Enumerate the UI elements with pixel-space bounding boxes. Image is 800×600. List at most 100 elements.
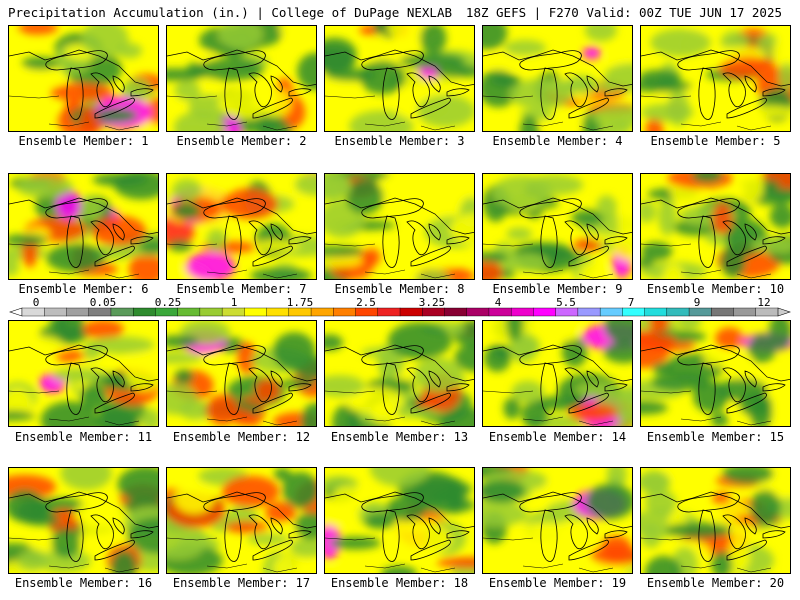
scale-swatch [66,307,90,317]
lake-outline [90,72,125,108]
state-line [578,567,614,573]
lake-outline [406,220,441,256]
ensemble-member-label: Ensemble Member: 13 [330,430,469,444]
scale-swatch [466,307,490,317]
scale-tick-label: 4 [494,296,502,309]
precip-blob [439,408,474,426]
ensemble-panel [166,173,317,280]
lake-outline [540,509,558,562]
precip-blob [46,244,105,273]
state-line [522,416,564,422]
precip-blob [562,321,579,342]
state-line [9,537,60,541]
precip-blob [490,74,521,87]
border-line [167,344,316,382]
lake-outline [130,383,154,392]
precip-blob [325,334,343,351]
state-line [680,416,722,422]
state-line [48,416,90,422]
lake-outline [382,67,400,120]
scale-swatch [21,307,45,317]
ensemble-member-label: Ensemble Member: 17 [172,576,311,590]
lake-outline [762,88,786,97]
lake-outline [248,72,283,108]
scale-swatch [688,307,712,317]
precip-blob [16,26,58,35]
precip-blob [573,238,603,252]
precip-blob [584,26,618,42]
precip-blob [454,344,474,372]
lake-outline [248,367,283,403]
precip-blob [641,200,656,223]
precip-blob [254,240,301,252]
precip-blob [349,110,414,131]
ensemble-member-label: Ensemble Member: 6 [18,282,149,296]
lake-outline [224,215,242,268]
precip-map [167,26,316,131]
lake-outline [406,514,441,550]
precip-blob [712,203,733,235]
state-line [736,420,772,426]
scale-tick-label: 0 [32,296,40,309]
lake-outline [203,345,266,366]
scale-swatch [177,307,201,317]
lake-outline [604,236,628,245]
precip-blob [255,223,292,257]
ensemble-member-label: Ensemble Member: 15 [646,430,785,444]
state-line [206,121,248,127]
lake-outline [410,539,451,561]
lake-outline [722,72,757,108]
precip-blob [582,46,601,60]
lake-outline [224,67,242,120]
scale-swatch [333,307,356,317]
scale-swatch [599,307,623,317]
state-line [167,243,218,247]
scale-tick-label: 0.05 [89,296,117,309]
lake-outline [288,383,312,392]
scale-swatch [510,307,534,317]
state-line [262,420,298,426]
lake-outline [722,220,757,256]
precip-blob [641,333,677,348]
ensemble-member-label: Ensemble Member: 8 [334,282,465,296]
precip-blob [641,80,693,93]
precip-blob [715,327,744,350]
state-line [578,125,614,131]
precip-blob [325,177,352,199]
scale-tick-label: 1 [230,296,238,309]
scale-swatch [555,307,579,317]
lake-outline [410,392,451,414]
state-line [364,269,406,275]
precip-map [167,174,316,279]
precip-blob [525,174,584,195]
precip-blob [11,96,41,128]
state-line [9,243,60,247]
lake-outline [540,362,558,415]
precip-blob [51,527,81,558]
lake-outline [224,362,242,415]
lake-outline [446,530,470,539]
precip-blob [52,368,106,382]
model-run-label: 18Z GEFS | F270 Valid: 00Z TUE JUN 17 20… [465,5,782,20]
state-line [48,563,90,569]
precip-blob [364,513,397,529]
ensemble-panel [166,25,317,132]
scale-tick-label: 1.75 [286,296,314,309]
precip-blob [128,253,158,279]
state-line [522,269,564,275]
precip-blob [650,28,711,57]
state-line [641,390,692,394]
precip-blob [596,195,617,220]
state-line [641,537,692,541]
lake-outline [45,492,108,513]
precip-blob [220,188,278,220]
ensemble-panel [324,173,475,280]
lake-outline [203,50,266,71]
precip-blob [641,257,654,269]
ensemble-member-label: Ensemble Member: 1 [18,134,149,148]
precip-blob [511,380,545,403]
scale-arrow-high [777,307,791,317]
scale-swatch [644,307,668,317]
precip-blob [691,174,724,183]
scale-swatch [377,307,401,317]
